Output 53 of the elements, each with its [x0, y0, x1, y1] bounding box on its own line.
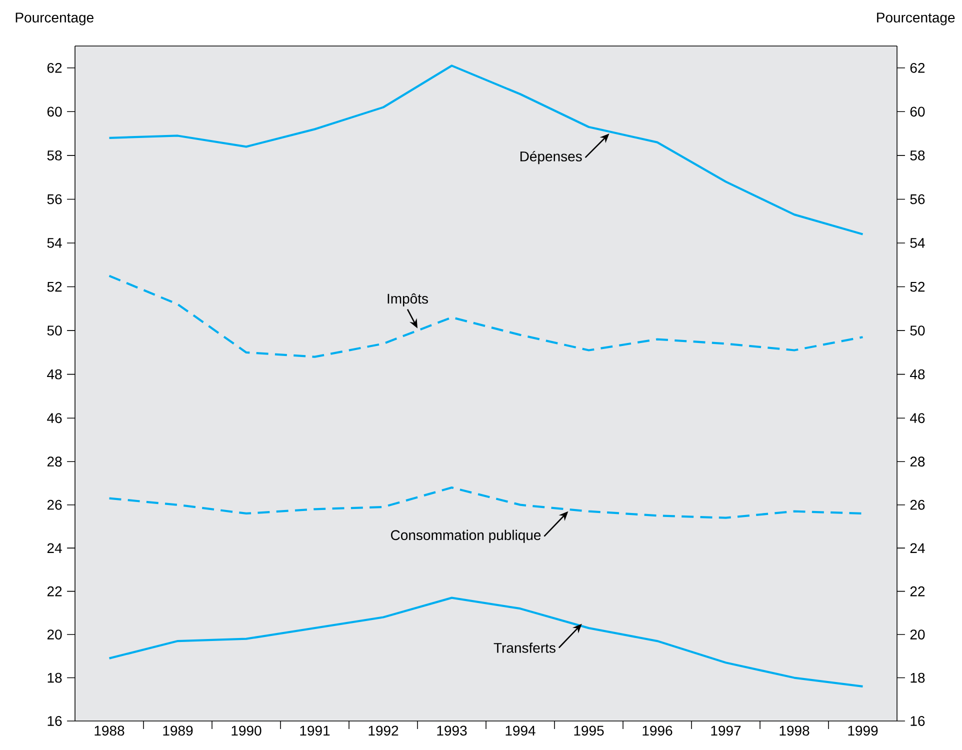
- line-series: [108, 486, 864, 519]
- x-tick-label: 1992: [368, 726, 398, 736]
- y-tick-label: 16: [48, 716, 62, 726]
- y2-tick-label: 50: [910, 326, 925, 336]
- annotation: Transferts: [494, 642, 556, 653]
- line-series: [108, 64, 864, 236]
- annotation: Impôts: [388, 293, 428, 306]
- y2-axis-title: Pourcentage: [877, 12, 955, 26]
- y2-tick-label: 52: [910, 282, 925, 292]
- x-tick-label: 1990: [232, 726, 262, 736]
- y-tick-label: 52: [47, 282, 62, 292]
- y-tick-label: 28: [47, 456, 62, 467]
- y-tick-label: 46: [47, 413, 62, 424]
- line-series: [108, 274, 864, 358]
- x-tick-label: 1989: [163, 726, 193, 736]
- x-tick-label: 1996: [642, 726, 672, 736]
- x-tick-label: 1995: [574, 726, 604, 736]
- y2-tick-label: 28: [910, 456, 925, 467]
- y2-tick-label: 20: [910, 630, 925, 640]
- y2-tick-label: 24: [910, 543, 925, 553]
- y-tick-label: 50: [47, 326, 62, 336]
- y2-tick-label: 58: [910, 150, 925, 160]
- y-tick-label: 18: [48, 672, 62, 683]
- y2-tick-label: 60: [910, 106, 925, 117]
- x-tick-label: 1993: [437, 726, 467, 736]
- x-tick-label: 1988: [94, 726, 124, 736]
- x-tick-label: 1999: [848, 726, 878, 736]
- y2-tick-label: 22: [910, 586, 925, 596]
- y-tick-label: 60: [47, 106, 62, 117]
- x-tick-label: 1998: [780, 726, 810, 736]
- x-tick-label: 1994: [506, 726, 536, 736]
- y2-tick-label: 46: [910, 413, 925, 424]
- y-tick-label: 62: [47, 62, 62, 73]
- y2-tick-label: 16: [910, 716, 925, 726]
- x-tick-label: 1991: [300, 726, 330, 736]
- y2-tick-label: 54: [910, 238, 925, 248]
- y-tick-label: 54: [47, 238, 62, 248]
- y-tick-label: 24: [47, 543, 62, 553]
- y-tick-label: 26: [47, 500, 62, 510]
- y-tick-label: 22: [47, 586, 62, 596]
- x-tick-label: 1997: [711, 726, 741, 736]
- annotation: Consommation publique: [391, 530, 541, 543]
- y-tick-label: 58: [47, 150, 62, 160]
- y-tick-label: 56: [47, 194, 62, 204]
- annotation: Dépenses: [520, 150, 582, 164]
- y2-tick-label: 18: [910, 672, 925, 683]
- y-axis-title: Pourcentage: [16, 12, 94, 26]
- y2-tick-label: 48: [910, 369, 925, 380]
- y2-tick-label: 56: [910, 194, 925, 204]
- y-tick-label: 48: [47, 369, 62, 380]
- y2-tick-label: 26: [910, 500, 925, 510]
- y-tick-label: 20: [47, 630, 62, 640]
- y2-tick-label: 62: [910, 62, 925, 73]
